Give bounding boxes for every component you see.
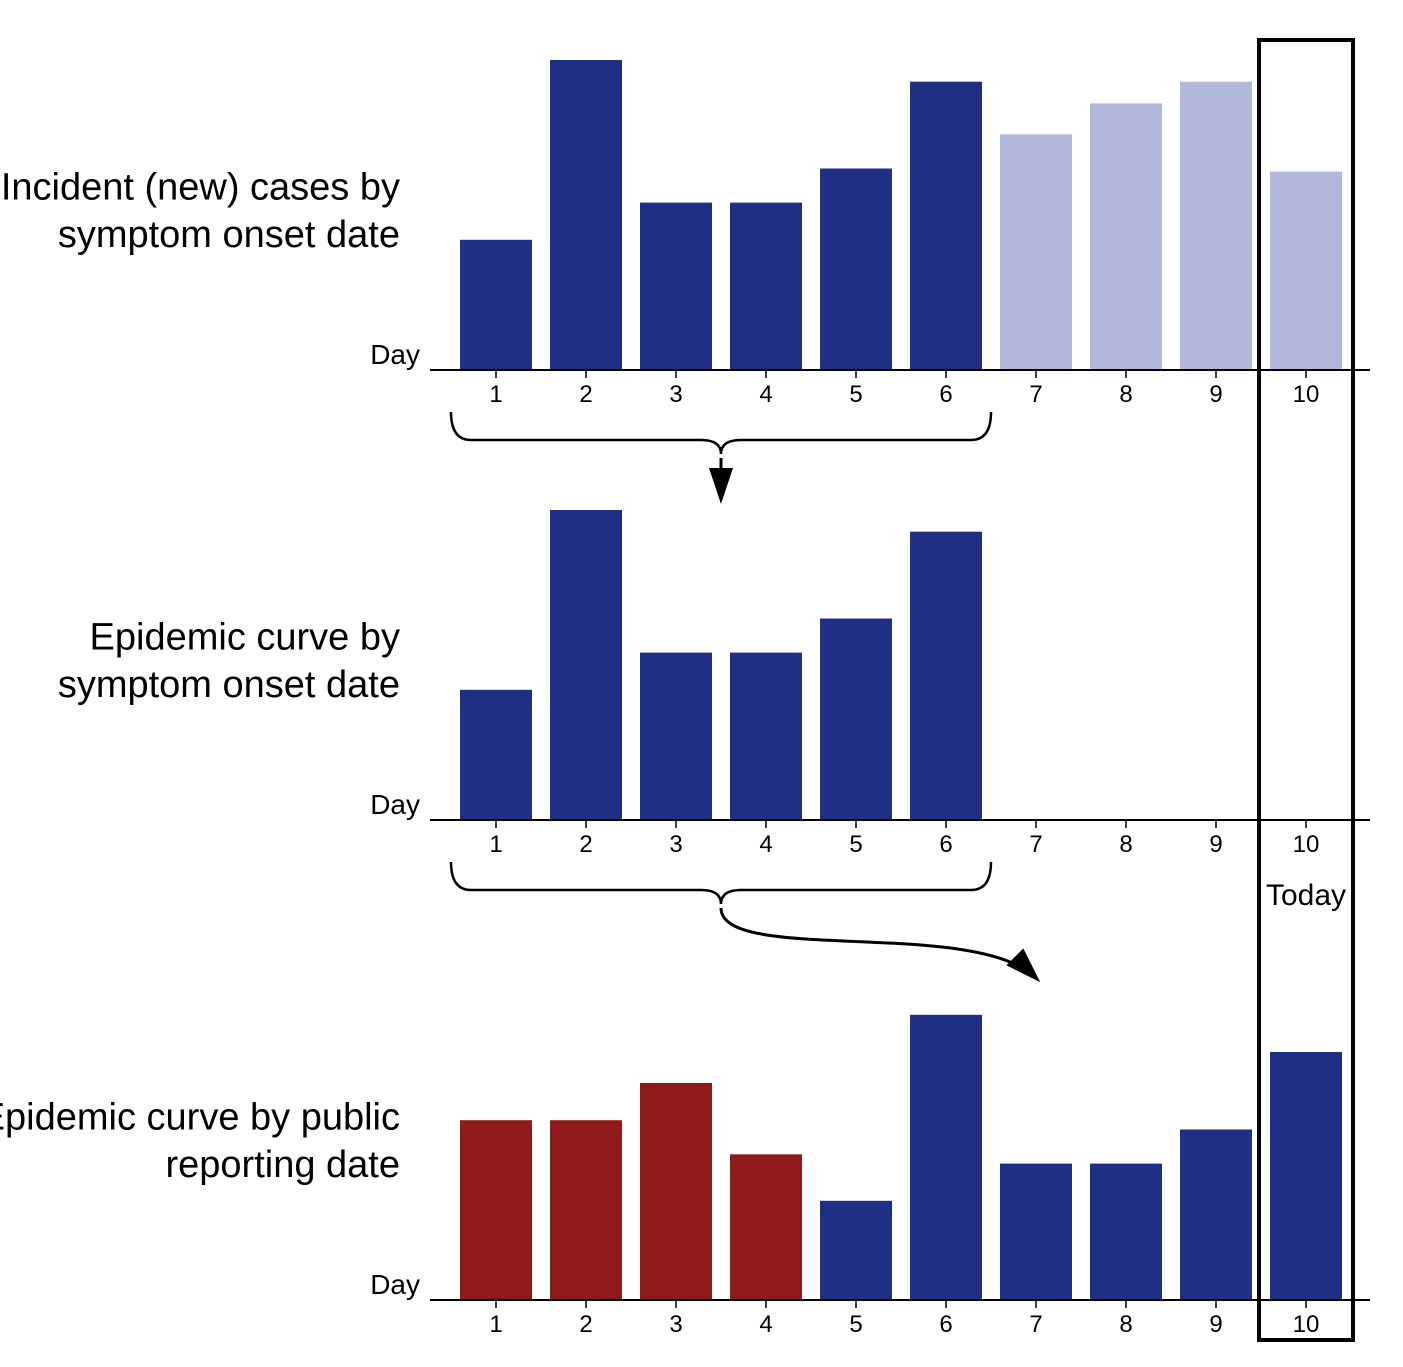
bar-day-7 xyxy=(1000,1164,1072,1300)
tick-label-8: 8 xyxy=(1119,381,1132,408)
panel3: 1 2 3 4 5 6 7 8 9 10 Day Epidemic curve by public re… xyxy=(0,1015,1370,1338)
today-label: Today xyxy=(1266,879,1346,912)
bar-day-3 xyxy=(640,203,712,370)
tick-label-4: 4 xyxy=(759,831,772,858)
bar-day-9 xyxy=(1180,1130,1252,1301)
bar-day-10 xyxy=(1270,172,1342,370)
panel1: 1 2 3 4 5 6 7 8 9 10 Day Incident (new) cases by sym… xyxy=(1,60,1370,498)
tick-label-5: 5 xyxy=(849,381,862,408)
panel2: 1 2 3 4 5 6 7 8 9 10 Day Epidemic curve by symptom o… xyxy=(58,510,1370,978)
bar-day-2 xyxy=(550,60,622,370)
bar-day-2 xyxy=(550,510,622,820)
bar-day-6 xyxy=(910,82,982,370)
axis-label-day: Day xyxy=(370,1269,420,1300)
tick-label-3: 3 xyxy=(669,381,682,408)
tick-label-4: 4 xyxy=(759,1311,772,1338)
flow-arrow xyxy=(721,908,1036,978)
tick-label-2: 2 xyxy=(579,381,592,408)
tick-label-6: 6 xyxy=(939,831,952,858)
panel-title-line-1: Incident (new) cases by xyxy=(1,167,400,209)
bar-day-4 xyxy=(730,653,802,820)
tick-label-10: 10 xyxy=(1293,1311,1320,1338)
tick-label-9: 9 xyxy=(1209,1311,1222,1338)
bar-day-10 xyxy=(1270,1052,1342,1300)
panel-title-line-1: Epidemic curve by public xyxy=(0,1097,400,1139)
tick-label-3: 3 xyxy=(669,1311,682,1338)
tick-label-5: 5 xyxy=(849,1311,862,1338)
tick-label-4: 4 xyxy=(759,381,772,408)
tick-label-10: 10 xyxy=(1293,381,1320,408)
bar-day-8 xyxy=(1090,1164,1162,1300)
panel-title-line-2: symptom onset date xyxy=(58,214,400,256)
bar-day-5 xyxy=(820,619,892,821)
panel-title-line-2: reporting date xyxy=(166,1144,401,1186)
bar-day-7 xyxy=(1000,134,1072,370)
bar-day-2 xyxy=(550,1120,622,1300)
bar-day-8 xyxy=(1090,103,1162,370)
bar-day-5 xyxy=(820,169,892,371)
bar-day-3 xyxy=(640,653,712,820)
tick-label-9: 9 xyxy=(1209,831,1222,858)
tick-label-7: 7 xyxy=(1029,1311,1042,1338)
bar-day-3 xyxy=(640,1083,712,1300)
bar-day-1 xyxy=(460,1120,532,1300)
tick-label-7: 7 xyxy=(1029,381,1042,408)
axis-label-day: Day xyxy=(370,789,420,820)
bar-day-4 xyxy=(730,1154,802,1300)
bar-day-9 xyxy=(1180,82,1252,370)
bar-day-5 xyxy=(820,1201,892,1300)
panel-title-line-1: Epidemic curve by xyxy=(90,617,400,659)
bar-day-1 xyxy=(460,690,532,820)
tick-label-8: 8 xyxy=(1119,1311,1132,1338)
axis-label-day: Day xyxy=(370,339,420,370)
tick-label-3: 3 xyxy=(669,831,682,858)
tick-label-1: 1 xyxy=(489,381,502,408)
epidemic-curves-figure: 1 2 3 4 5 6 7 8 9 10 Day Incident (new) cases by sym… xyxy=(0,0,1403,1367)
brace xyxy=(451,862,991,904)
tick-label-1: 1 xyxy=(489,1311,502,1338)
bar-day-6 xyxy=(910,1015,982,1300)
brace xyxy=(451,412,991,454)
tick-label-1: 1 xyxy=(489,831,502,858)
panel-title-line-2: symptom onset date xyxy=(58,664,400,706)
tick-label-2: 2 xyxy=(579,1311,592,1338)
bar-day-6 xyxy=(910,532,982,820)
tick-label-10: 10 xyxy=(1293,831,1320,858)
tick-label-7: 7 xyxy=(1029,831,1042,858)
bar-day-1 xyxy=(460,240,532,370)
tick-label-2: 2 xyxy=(579,831,592,858)
tick-label-8: 8 xyxy=(1119,831,1132,858)
tick-label-5: 5 xyxy=(849,831,862,858)
tick-label-6: 6 xyxy=(939,381,952,408)
bar-day-4 xyxy=(730,203,802,370)
tick-label-9: 9 xyxy=(1209,381,1222,408)
tick-label-6: 6 xyxy=(939,1311,952,1338)
